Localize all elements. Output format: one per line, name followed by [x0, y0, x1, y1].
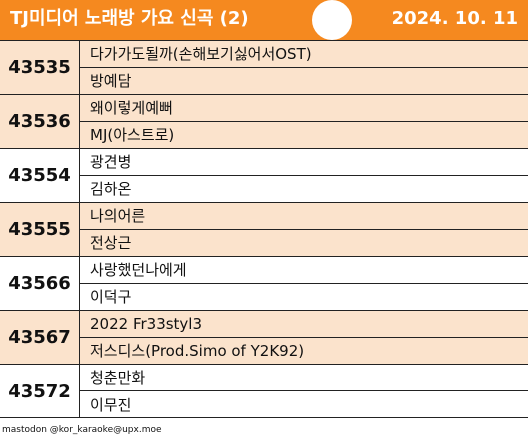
- table-row: 43555 나의어른 전상근: [0, 202, 528, 256]
- song-artist: 김하온: [90, 180, 132, 199]
- footer-credit: mastodon @kor_karaoke@upx.moe: [2, 425, 162, 435]
- release-date: 2024. 10. 11: [391, 8, 518, 29]
- song-table: 43535 다가가도될까(손해보기싫어서OST) 방예담 43536 왜이렇게예…: [0, 40, 528, 418]
- song-artist: MJ(아스트로): [90, 126, 175, 145]
- song-artist: 전상근: [90, 234, 132, 253]
- song-number: 43554: [0, 149, 80, 202]
- table-row: 43566 사랑했던나에게 이덕구: [0, 256, 528, 310]
- song-title: 광견병: [80, 149, 528, 176]
- song-artist: 이무진: [90, 395, 132, 414]
- song-number: 43572: [0, 365, 80, 417]
- song-title: 청춘만화: [80, 365, 528, 391]
- circle-decoration: [312, 0, 352, 40]
- song-number: 43566: [0, 257, 80, 310]
- song-title: 나의어른: [80, 203, 528, 230]
- song-title: 왜이렇게예뻐: [80, 95, 528, 122]
- page-title: TJ미디어 노래방 가요 신곡 (2): [10, 8, 249, 29]
- header-bar: TJ미디어 노래방 가요 신곡 (2) 2024. 10. 11: [0, 0, 528, 40]
- song-number: 43567: [0, 311, 80, 364]
- table-row: 43554 광견병 김하온: [0, 148, 528, 202]
- song-title: 다가가도될까(손해보기싫어서OST): [80, 41, 528, 68]
- song-title: 사랑했던나에게: [80, 257, 528, 284]
- song-number: 43535: [0, 41, 80, 94]
- table-row: 43535 다가가도될까(손해보기싫어서OST) 방예담: [0, 40, 528, 94]
- song-artist: 이덕구: [90, 288, 132, 307]
- song-number: 43536: [0, 95, 80, 148]
- song-number: 43555: [0, 203, 80, 256]
- song-artist: 방예담: [90, 72, 132, 91]
- table-row: 43567 2022 Fr33styl3 저스디스(Prod.Simo of Y…: [0, 310, 528, 364]
- song-artist: 저스디스(Prod.Simo of Y2K92): [90, 342, 305, 361]
- table-row: 43536 왜이렇게예뻐 MJ(아스트로): [0, 94, 528, 148]
- table-row: 43572 청춘만화 이무진: [0, 364, 528, 418]
- song-title: 2022 Fr33styl3: [80, 311, 528, 338]
